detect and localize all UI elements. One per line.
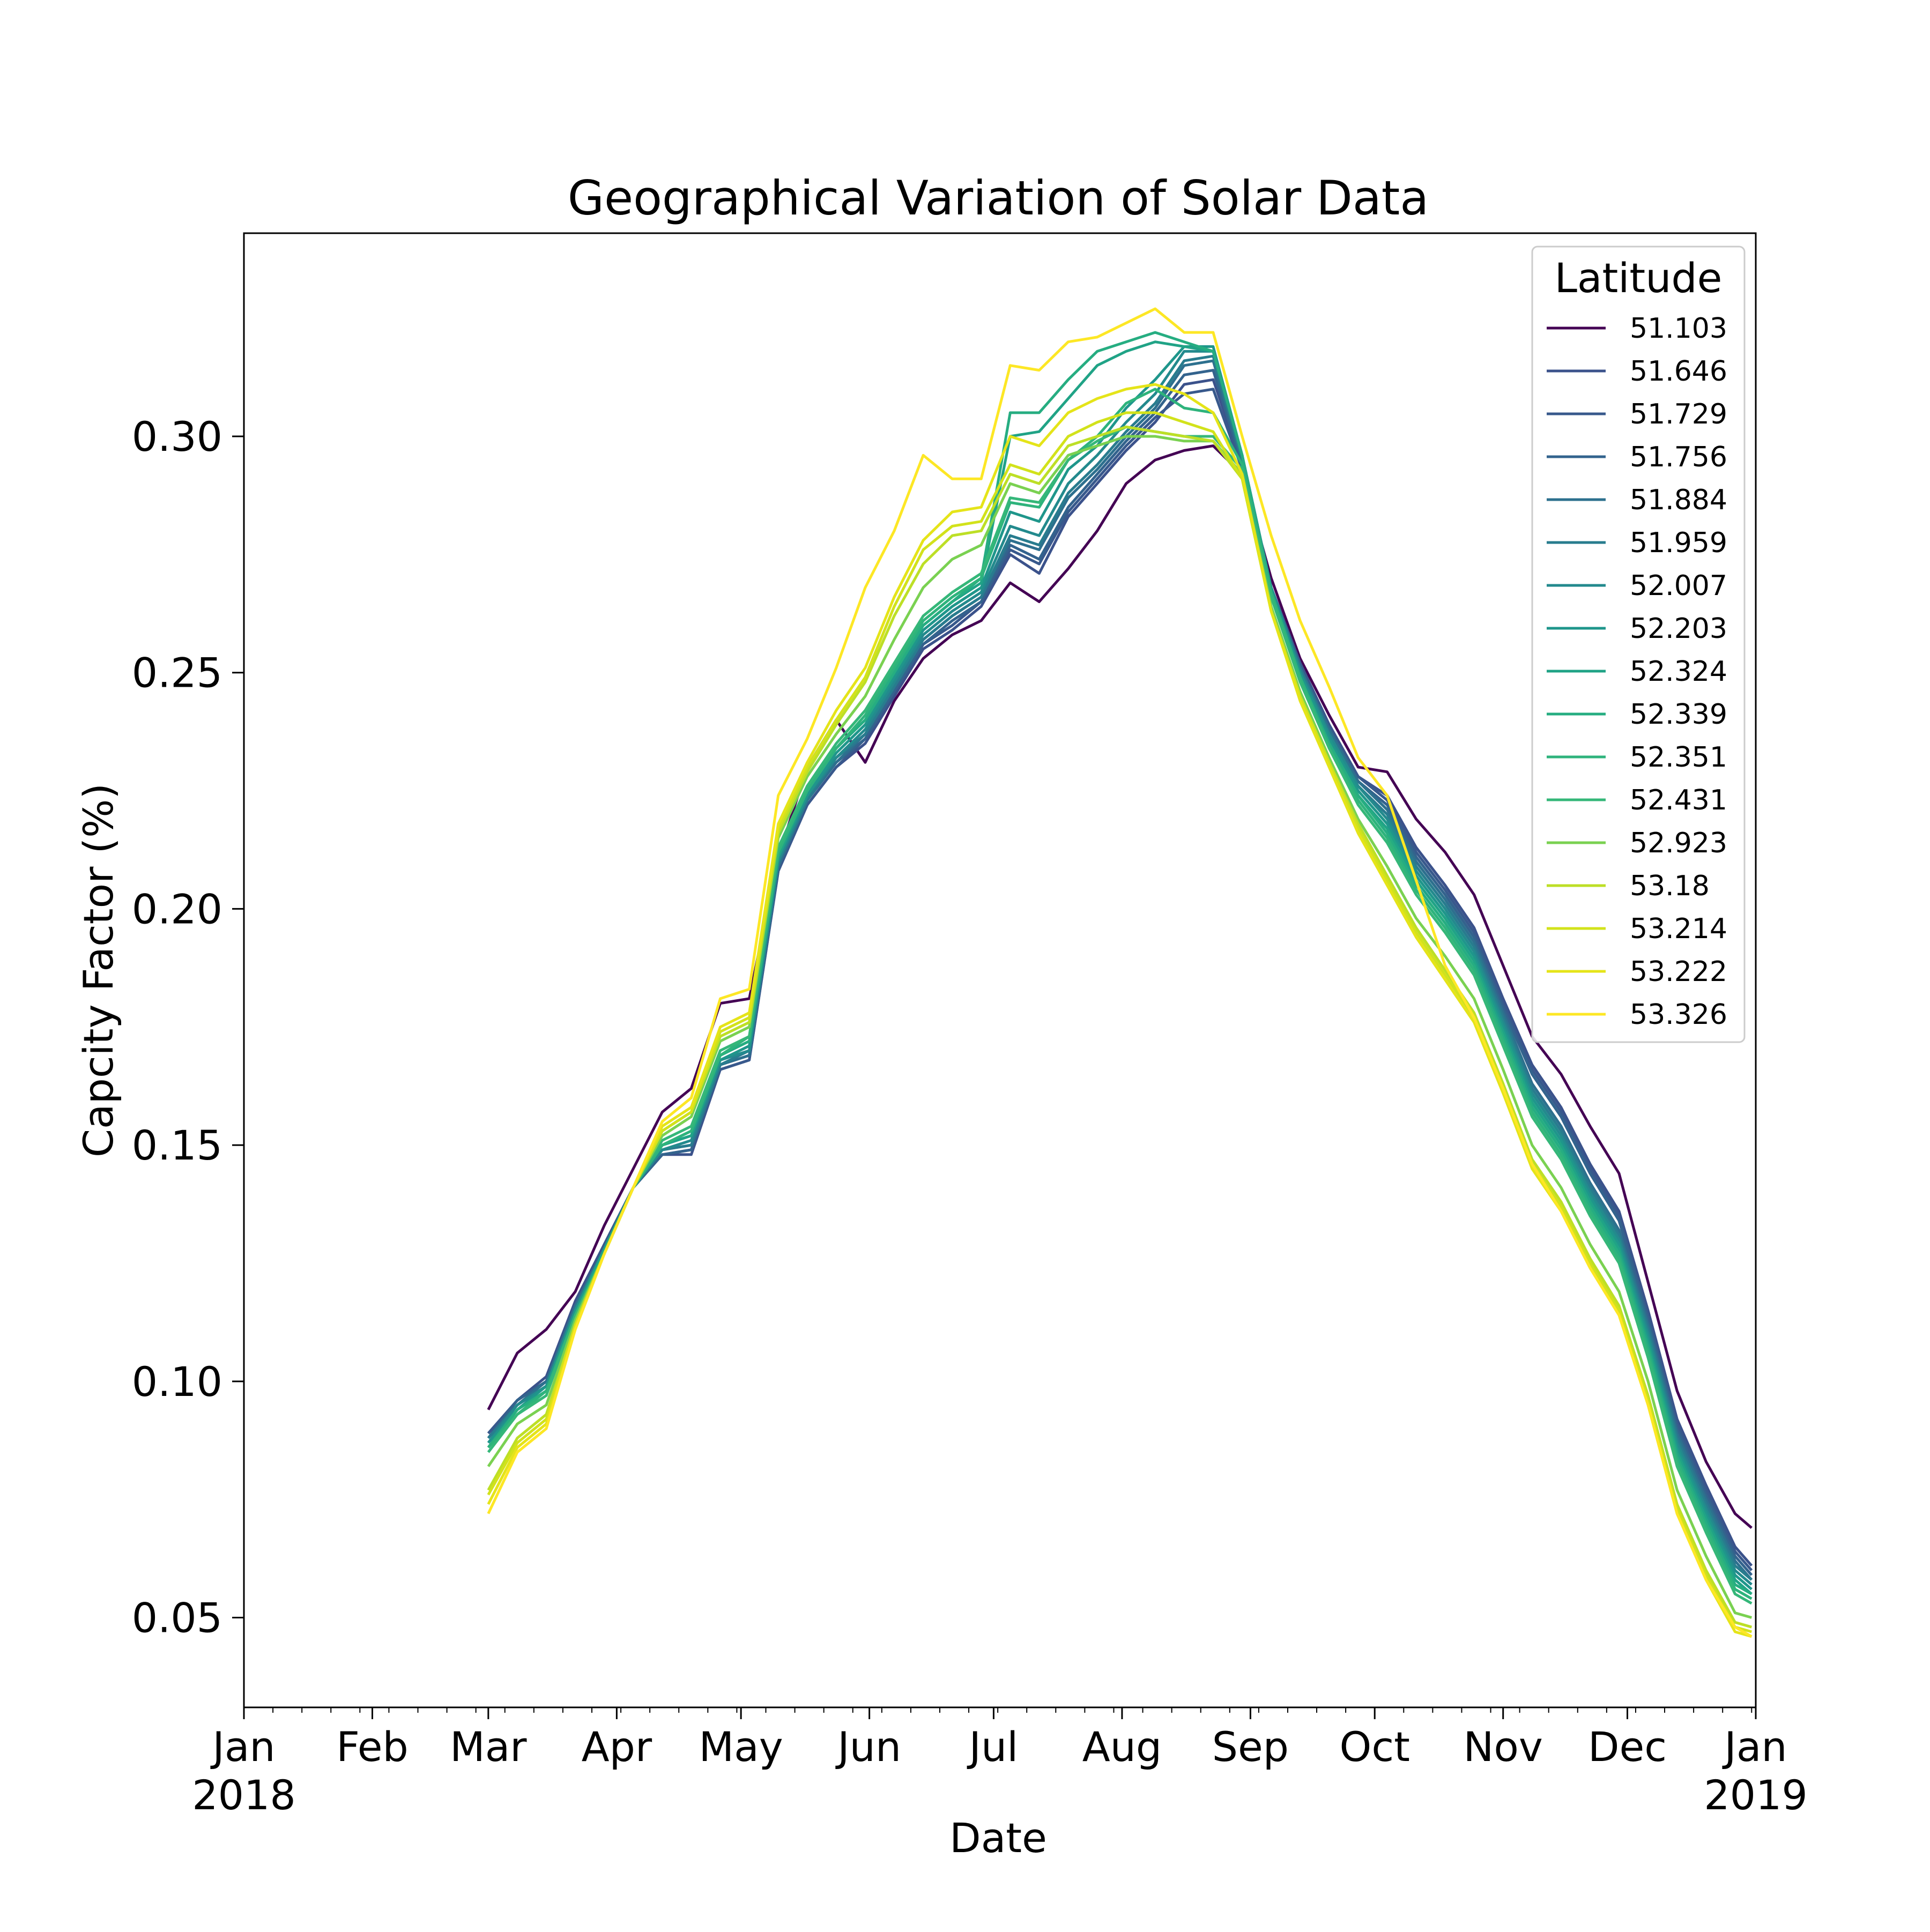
legend-label-10: 52.351 bbox=[1630, 741, 1727, 774]
x-tick-label-0: Jan bbox=[210, 1723, 275, 1771]
legend-label-8: 52.324 bbox=[1630, 656, 1727, 688]
x-tick-label-11: Dec bbox=[1588, 1723, 1667, 1771]
x-tick-label-5: Jun bbox=[835, 1723, 901, 1771]
series-line-10 bbox=[487, 388, 1753, 1600]
legend-label-2: 51.729 bbox=[1630, 398, 1727, 430]
series-line-16 bbox=[487, 307, 1753, 1638]
legend-items: 51.103 51.646 51.729 51.756 51.884 51.959 52.0… bbox=[1547, 313, 1727, 1031]
x-tick-label-4: May bbox=[699, 1723, 783, 1771]
legend-label-14: 53.214 bbox=[1630, 913, 1727, 945]
series-line-14 bbox=[487, 411, 1752, 1633]
y-axis: 0.05 0.10 0.15 0.20 0.25 0.30 bbox=[132, 413, 244, 1642]
legend-label-4: 51.884 bbox=[1630, 484, 1727, 516]
legend-label-11: 52.431 bbox=[1630, 784, 1727, 816]
legend-label-12: 52.923 bbox=[1630, 827, 1727, 859]
legend-label-0: 51.103 bbox=[1630, 313, 1727, 345]
legend-label-6: 52.007 bbox=[1630, 570, 1727, 602]
x-tick-label-1: Feb bbox=[336, 1723, 409, 1771]
legend-title: Latitude bbox=[1555, 254, 1723, 302]
x-tick-label-2: Mar bbox=[450, 1723, 527, 1771]
x-tick-label-3: Apr bbox=[582, 1723, 652, 1771]
x-tick-label-6: Jul bbox=[967, 1723, 1019, 1771]
legend-label-9: 52.339 bbox=[1630, 699, 1727, 731]
series-line-12 bbox=[487, 435, 1752, 1619]
x-tick-sublabel-0: 2018 bbox=[192, 1771, 295, 1819]
legend-label-5: 51.959 bbox=[1630, 527, 1727, 559]
legend-label-7: 52.203 bbox=[1630, 613, 1727, 645]
y-tick-label-1: 0.10 bbox=[132, 1358, 222, 1406]
x-tick-label-8: Sep bbox=[1212, 1723, 1289, 1771]
chart-title: Geographical Variation of Solar Data bbox=[568, 170, 1429, 226]
y-tick-label-5: 0.30 bbox=[132, 413, 222, 460]
legend-label-16: 53.326 bbox=[1630, 999, 1727, 1031]
series-line-5 bbox=[487, 354, 1753, 1581]
y-tick-label-2: 0.15 bbox=[132, 1121, 222, 1169]
x-tick-label-9: Oct bbox=[1340, 1723, 1410, 1771]
y-tick-label-3: 0.20 bbox=[132, 885, 222, 933]
x-tick-label-12: Jan bbox=[1722, 1723, 1787, 1771]
x-tick-label-10: Nov bbox=[1464, 1723, 1543, 1771]
legend-label-15: 53.222 bbox=[1630, 956, 1727, 988]
legend-label-13: 53.18 bbox=[1630, 870, 1710, 902]
legend: Latitude 51.10351.64651.72951.75651.8845… bbox=[1531, 246, 1746, 1043]
y-axis-label: Capcity Factor (%) bbox=[75, 783, 122, 1157]
x-tick-label-7: Aug bbox=[1082, 1723, 1162, 1771]
plot-frame bbox=[243, 232, 1757, 1708]
x-tick-sublabel-12: 2019 bbox=[1704, 1771, 1807, 1819]
y-tick-label-4: 0.25 bbox=[132, 649, 222, 697]
x-axis-label: Date bbox=[949, 1814, 1047, 1862]
y-tick-label-0: 0.05 bbox=[132, 1594, 222, 1642]
legend-label-3: 51.756 bbox=[1630, 441, 1727, 473]
plot-lines bbox=[487, 307, 1753, 1638]
legend-label-1: 51.646 bbox=[1630, 355, 1727, 388]
